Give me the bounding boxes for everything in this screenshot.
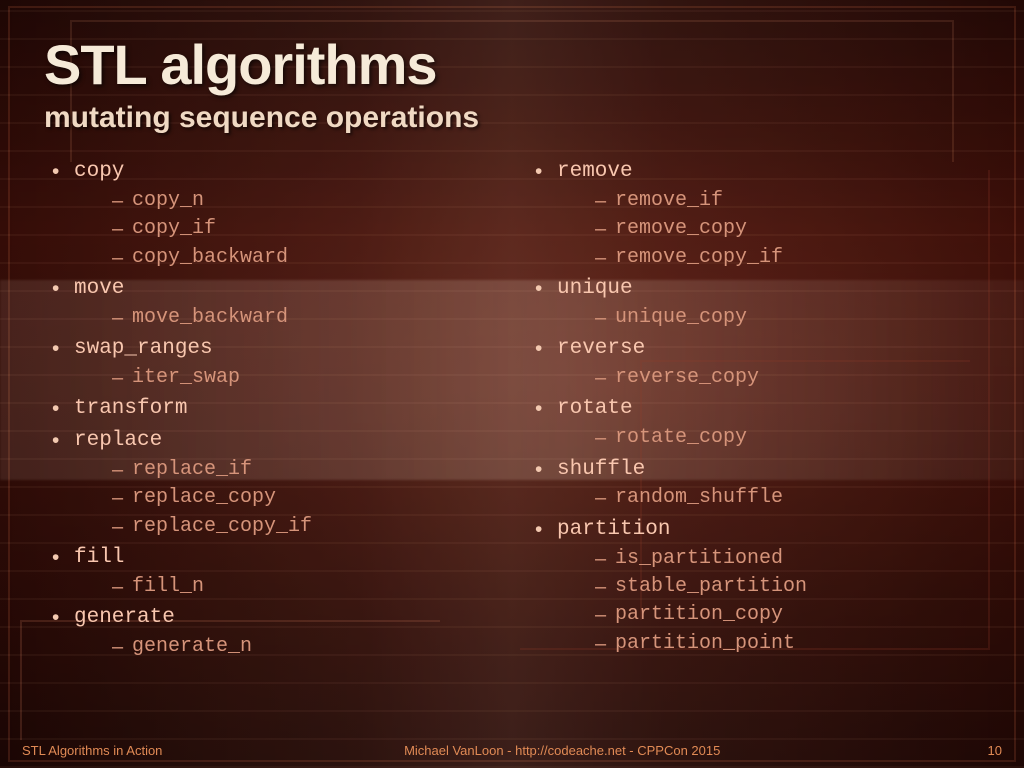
content-columns: copy copy_ncopy_ifcopy_backwardmove move_b… [44, 157, 980, 664]
footer-left: STL Algorithms in Action [22, 743, 162, 758]
algorithm-label: reverse [557, 337, 645, 360]
slide-footer: STL Algorithms in Action Michael VanLoon… [0, 743, 1024, 758]
algorithm-sublist: unique_copy [593, 304, 980, 332]
algorithm-sublist: iter_swap [110, 364, 497, 392]
algorithm-item: fill fill_n [44, 543, 497, 601]
algorithm-item: move move_backward [44, 274, 497, 332]
algorithm-subitem: random_shuffle [593, 484, 980, 512]
algorithm-label: transform [74, 397, 187, 420]
algorithm-subitem: copy_if [110, 215, 497, 243]
algorithm-item: generate generate_n [44, 603, 497, 661]
algorithm-item: transform [44, 394, 497, 424]
algorithm-label: shuffle [557, 458, 645, 481]
algorithm-label: rotate [557, 397, 633, 420]
algorithm-item: replace replace_ifreplace_copyreplace_cop… [44, 426, 497, 541]
slide-subtitle: mutating sequence operations [44, 101, 980, 135]
algorithm-item: copy copy_ncopy_ifcopy_backward [44, 157, 497, 272]
algorithm-subitem: reverse_copy [593, 364, 980, 392]
algorithm-sublist: reverse_copy [593, 364, 980, 392]
algorithm-subitem: replace_copy [110, 484, 497, 512]
algorithm-subitem: iter_swap [110, 364, 497, 392]
algorithm-sublist: random_shuffle [593, 484, 980, 512]
slide-title: STL algorithms [44, 32, 980, 97]
algorithm-label: replace [74, 429, 162, 452]
algorithm-sublist: remove_ifremove_copyremove_copy_if [593, 187, 980, 272]
algorithm-subitem: stable_partition [593, 573, 980, 601]
algorithm-list-left: copy copy_ncopy_ifcopy_backwardmove move_b… [44, 157, 497, 662]
algorithm-subitem: partition_point [593, 630, 980, 658]
column-right: remove remove_ifremove_copyremove_copy_if… [527, 157, 980, 664]
algorithm-sublist: copy_ncopy_ifcopy_backward [110, 187, 497, 272]
algorithm-item: remove remove_ifremove_copyremove_copy_if [527, 157, 980, 272]
algorithm-item: partitionis_partitionedstable_partitionp… [527, 515, 980, 658]
column-left: copy copy_ncopy_ifcopy_backwardmove move_b… [44, 157, 497, 664]
algorithm-item: rotate rotate_copy [527, 394, 980, 452]
algorithm-subitem: is_partitioned [593, 545, 980, 573]
algorithm-subitem: remove_copy [593, 215, 980, 243]
algorithm-list-right: remove remove_ifremove_copyremove_copy_if… [527, 157, 980, 658]
algorithm-label: copy [74, 160, 124, 183]
algorithm-label: generate [74, 606, 175, 629]
algorithm-label: fill [74, 546, 124, 569]
algorithm-subitem: remove_if [593, 187, 980, 215]
algorithm-sublist: is_partitionedstable_partitionpartition_… [593, 545, 980, 659]
algorithm-subitem: generate_n [110, 633, 497, 661]
footer-center: Michael VanLoon - http://codeache.net - … [162, 743, 962, 758]
algorithm-subitem: partition_copy [593, 601, 980, 629]
algorithm-label: partition [557, 518, 670, 541]
algorithm-sublist: generate_n [110, 633, 497, 661]
algorithm-item: reverse reverse_copy [527, 334, 980, 392]
algorithm-item: swap_ranges iter_swap [44, 334, 497, 392]
algorithm-sublist: fill_n [110, 573, 497, 601]
algorithm-subitem: rotate_copy [593, 424, 980, 452]
algorithm-subitem: fill_n [110, 573, 497, 601]
algorithm-label: unique [557, 277, 633, 300]
algorithm-sublist: move_backward [110, 304, 497, 332]
algorithm-item: shuffle random_shuffle [527, 455, 980, 513]
algorithm-subitem: replace_copy_if [110, 513, 497, 541]
footer-page-number: 10 [962, 743, 1002, 758]
algorithm-subitem: replace_if [110, 456, 497, 484]
algorithm-subitem: unique_copy [593, 304, 980, 332]
algorithm-label: swap_ranges [74, 337, 213, 360]
algorithm-item: unique unique_copy [527, 274, 980, 332]
algorithm-label: move [74, 277, 124, 300]
algorithm-subitem: remove_copy_if [593, 244, 980, 272]
slide: STL algorithms mutating sequence operati… [0, 0, 1024, 768]
algorithm-subitem: copy_n [110, 187, 497, 215]
algorithm-subitem: move_backward [110, 304, 497, 332]
algorithm-label: remove [557, 160, 633, 183]
algorithm-sublist: replace_ifreplace_copyreplace_copy_if [110, 456, 497, 541]
algorithm-sublist: rotate_copy [593, 424, 980, 452]
algorithm-subitem: copy_backward [110, 244, 497, 272]
